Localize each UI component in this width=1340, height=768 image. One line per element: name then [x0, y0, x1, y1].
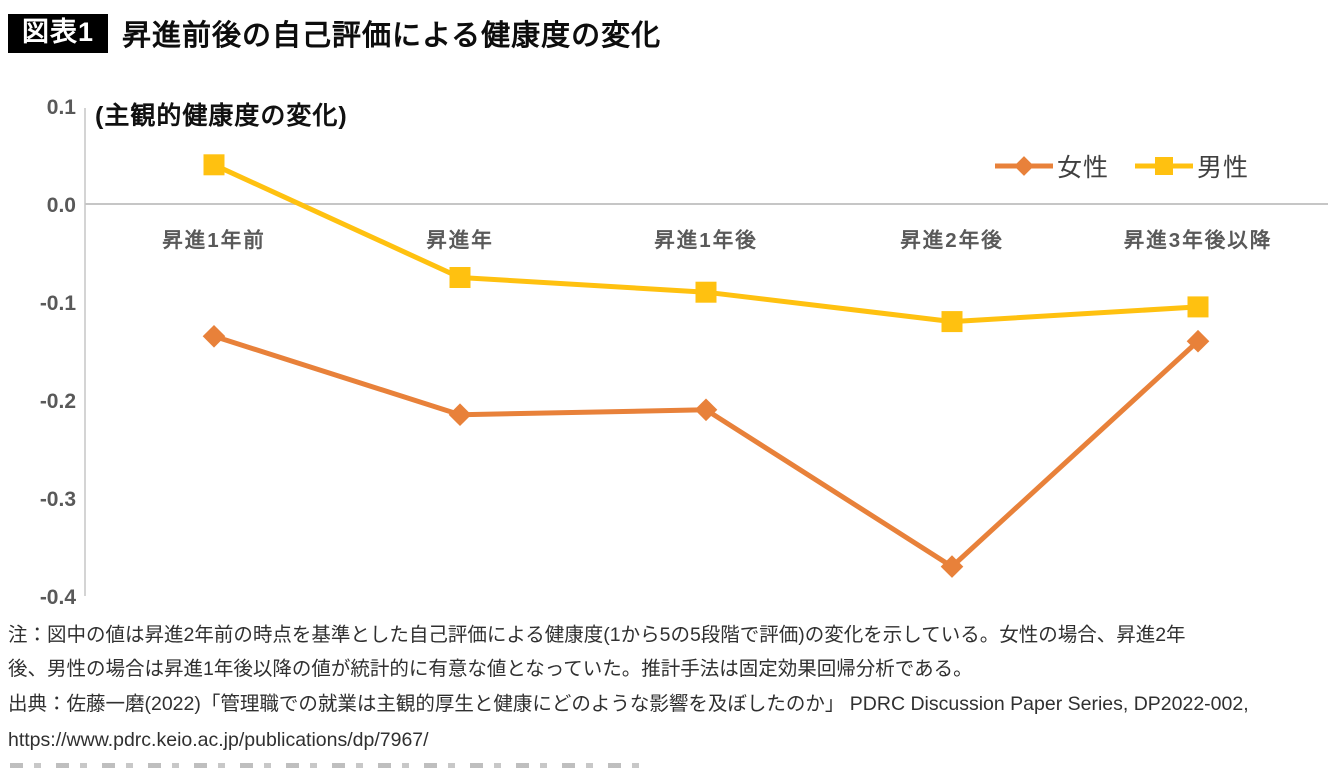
y-axis-tick-label: -0.4 [40, 586, 77, 609]
x-axis-label: 昇進年 [426, 228, 494, 252]
y-axis-tick-label: -0.2 [40, 390, 76, 413]
data-point-diamond [448, 403, 472, 427]
x-axis-label: 昇進2年後 [900, 228, 1003, 252]
page-title: 昇進前後の自己評価による健康度の変化 [122, 20, 662, 52]
cutoff-text-line [10, 763, 650, 768]
figure-badge: 図表1 [8, 13, 109, 53]
chart-notes: 注：図中の値は昇進2年前の時点を基準とした自己評価による健康度(1から5の5段階… [8, 618, 1334, 758]
legend-label: 女性 [1057, 154, 1110, 182]
y-axis-tick-label: 0.0 [47, 194, 76, 217]
legend-diamond-marker-icon [995, 156, 1053, 176]
legend-square-marker-icon [1135, 157, 1194, 175]
x-axis-label: 昇進1年後 [654, 228, 757, 252]
legend-label: 男性 [1197, 154, 1250, 182]
data-point-diamond [940, 555, 964, 578]
x-axis-label: 昇進3年後以降 [1124, 228, 1272, 252]
legend-item-男性: 男性 [1135, 148, 1249, 184]
data-point-square [941, 311, 963, 333]
series-line-男性 [211, 162, 1201, 325]
data-point-diamond [1186, 329, 1210, 353]
x-axis-label: 昇進1年前 [162, 228, 265, 252]
y-axis-tick-label: -0.1 [40, 292, 77, 315]
note-line-2: 後、男性の場合は昇進1年後以降の値が統計的に有意な値となっていた。推計手法は固定… [8, 658, 973, 680]
data-point-diamond [694, 398, 718, 422]
data-point-square [449, 267, 471, 288]
data-point-square [1187, 296, 1209, 318]
source-url: https://www.pdrc.keio.ac.jp/publications… [8, 729, 429, 751]
legend-item-女性: 女性 [995, 148, 1109, 184]
title-bar: 図表1 昇進前後の自己評価による健康度の変化 [8, 12, 661, 54]
note-line-1: 注：図中の値は昇進2年前の時点を基準とした自己評価による健康度(1から5の5段階… [8, 624, 1186, 646]
data-point-square [695, 281, 717, 303]
series-line-女性 [211, 333, 1201, 570]
data-point-diamond [202, 324, 226, 348]
data-point-square [203, 154, 225, 176]
y-axis-tick-label: 0.1 [47, 96, 77, 119]
line-chart: 0.1 0.0 -0.1 -0.2 -0.3 -0.4 昇進1年前 昇進年 昇進1年後 昇進2年後… [40, 96, 1328, 609]
chart-legend: 女性 男性 [995, 148, 1249, 184]
y-axis-tick-label: -0.3 [40, 488, 76, 511]
source-line: 出典：佐藤一磨(2022)「管理職での就業は主観的厚生と健康にどのような影響を及… [8, 693, 1249, 715]
chart-subtitle: (主観的健康度の変化) [95, 102, 348, 130]
